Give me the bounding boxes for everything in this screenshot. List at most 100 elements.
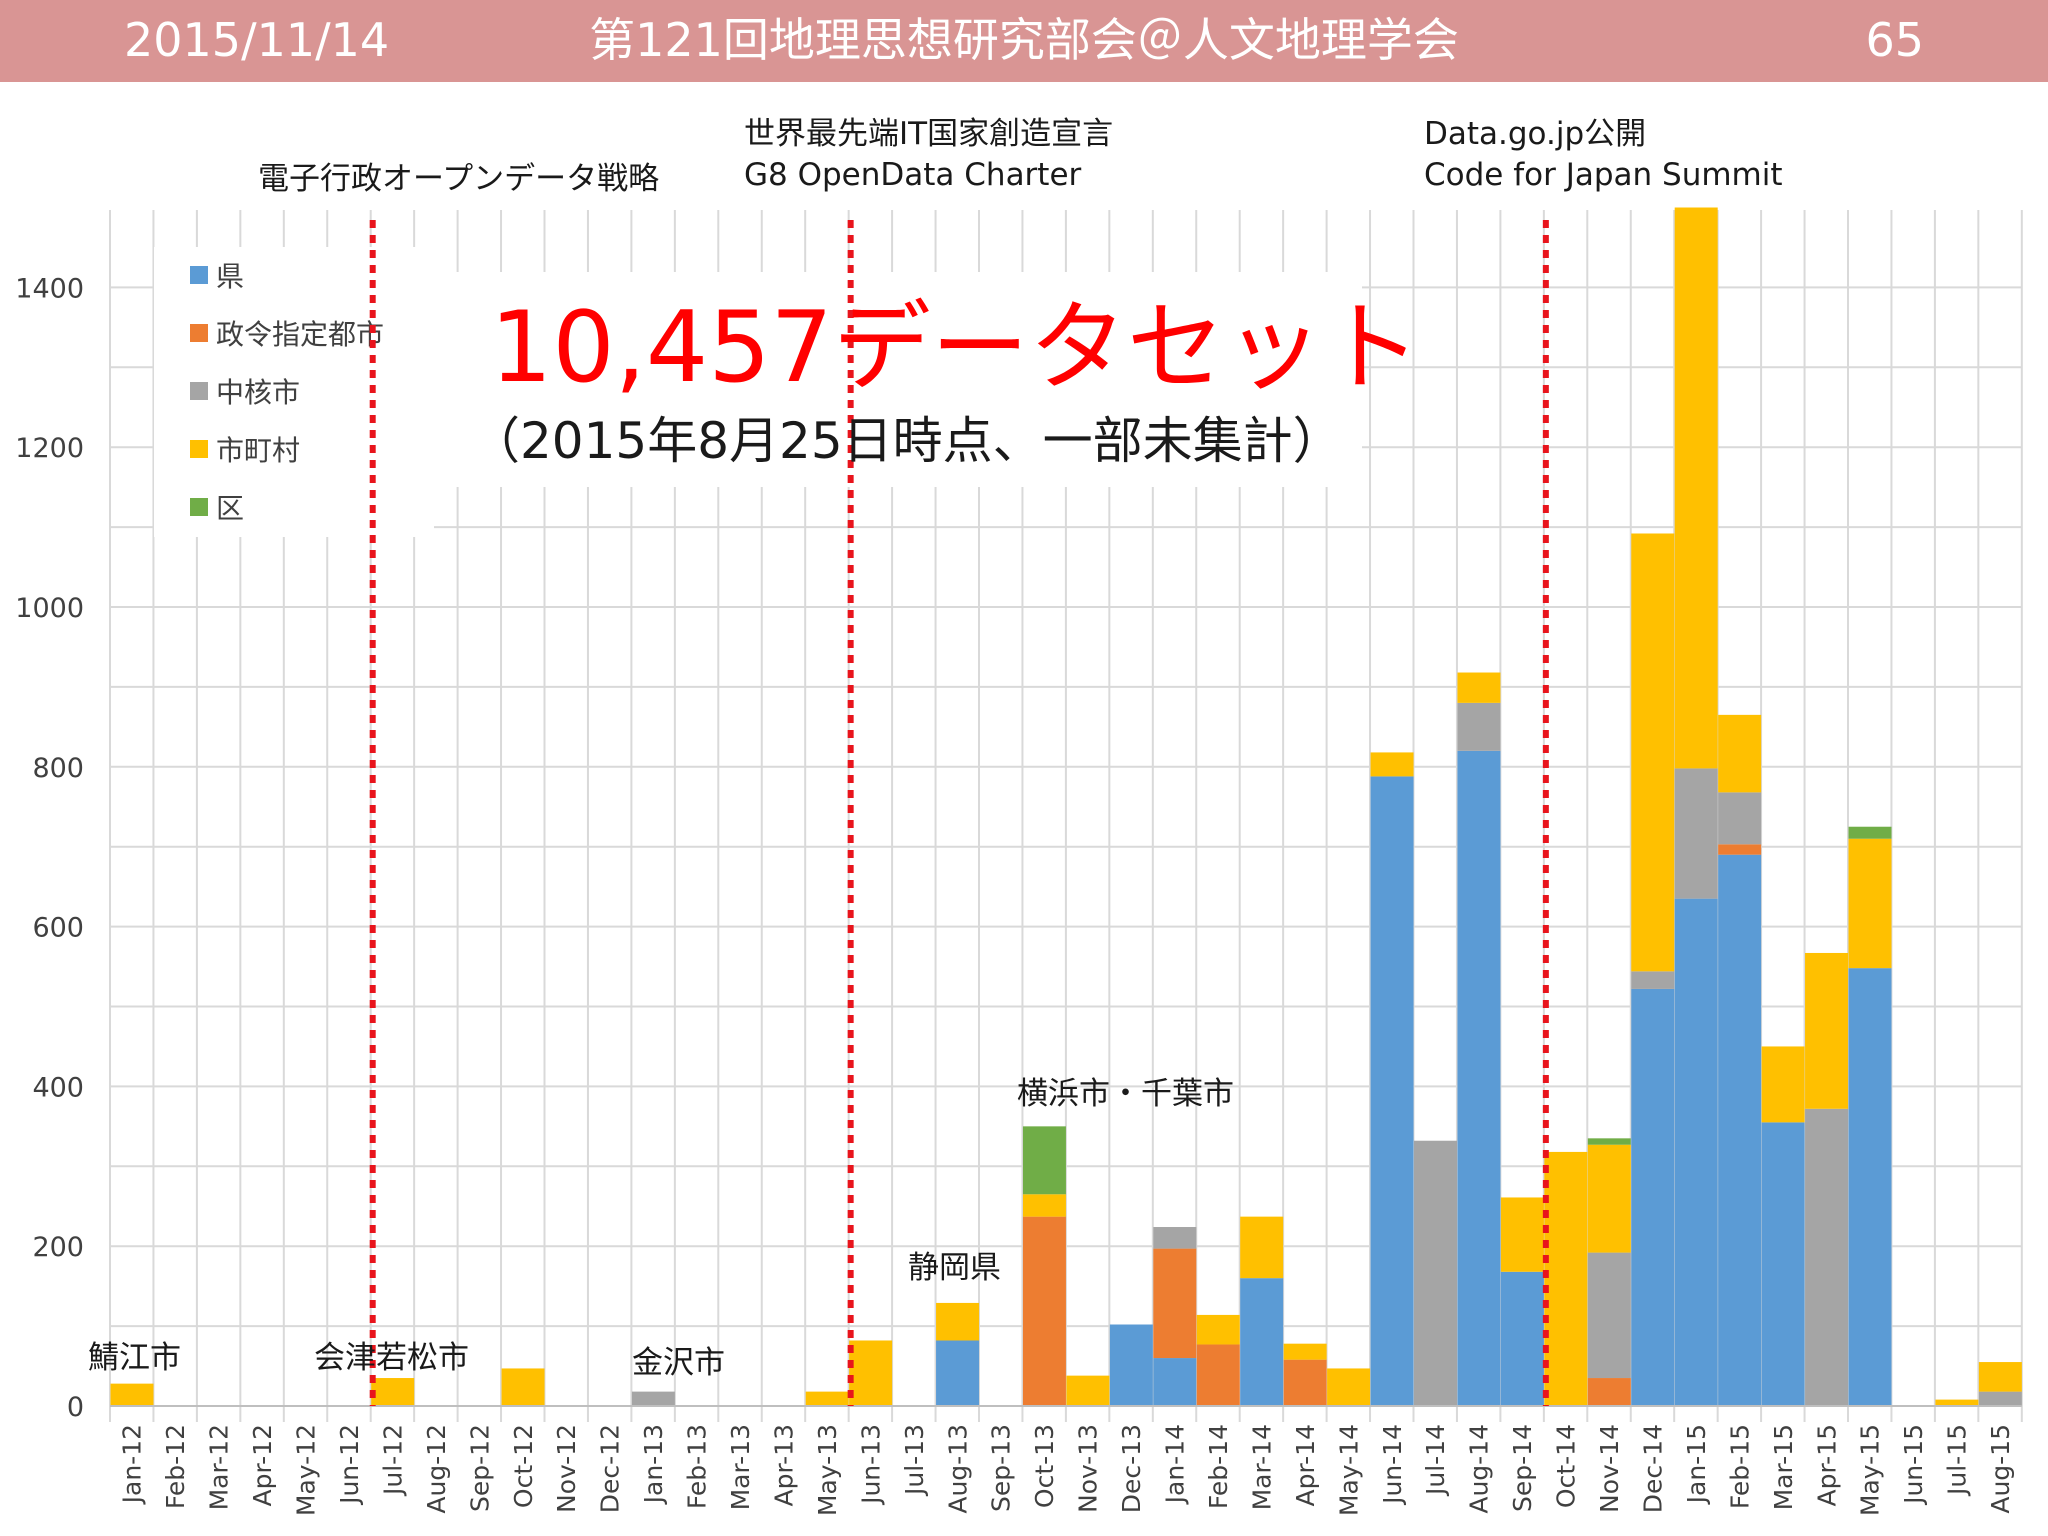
- y-tick-label: 200: [32, 1232, 84, 1263]
- bar-segment: [1848, 838, 1892, 969]
- bar-segment: [631, 1391, 675, 1406]
- x-tick-label: Apr-13: [769, 1424, 798, 1506]
- x-tick-label: Aug-13: [943, 1424, 972, 1514]
- bar-segment: [501, 1368, 545, 1406]
- bar-segment: [1457, 672, 1501, 703]
- bar-segment: [1414, 1140, 1457, 1406]
- milestone-label: 世界最先端IT国家創造宣言: [744, 116, 1113, 152]
- bar-segment: [1240, 1278, 1284, 1406]
- x-tick-label: Jul-12: [378, 1424, 407, 1497]
- x-tick-label: May-15: [1856, 1424, 1885, 1516]
- x-tick-label: Feb-12: [161, 1424, 190, 1509]
- x-tick-label: Jan-12: [118, 1424, 147, 1505]
- x-tick-label: Oct-14: [1552, 1424, 1581, 1508]
- bar-segment: [1718, 844, 1762, 855]
- legend-label: 政令指定都市: [216, 318, 384, 351]
- x-tick-label: Apr-15: [1812, 1424, 1841, 1506]
- bar-segment: [1674, 207, 1718, 769]
- legend-label: 中核市: [216, 376, 300, 409]
- y-tick-label: 800: [32, 753, 84, 784]
- milestone-label: 電子行政オープンデータ戦略: [258, 161, 659, 197]
- x-tick-label: May-14: [1334, 1424, 1363, 1516]
- headline-panel: [432, 272, 1362, 487]
- bar-segment: [805, 1391, 849, 1406]
- bar-segment: [1500, 1197, 1544, 1272]
- x-tick-label: Sep-14: [1508, 1424, 1537, 1512]
- bar-segment: [1370, 776, 1414, 1406]
- legend-swatch: [190, 324, 208, 342]
- bar-segment: [936, 1340, 980, 1406]
- x-tick-label: Mar-13: [726, 1424, 755, 1510]
- bar-segment: [1500, 1271, 1544, 1406]
- bar-segment: [371, 1378, 415, 1406]
- x-tick-label: May-13: [813, 1424, 842, 1516]
- x-tick-label: Oct-13: [1030, 1424, 1059, 1508]
- bar-segment: [1587, 1252, 1631, 1379]
- bar-segment: [1196, 1314, 1240, 1345]
- x-tick-label: Mar-14: [1247, 1424, 1276, 1510]
- legend-label: 区: [216, 492, 244, 525]
- annotation-label: 会津若松市: [314, 1340, 469, 1376]
- x-tick-label: Nov-14: [1595, 1424, 1624, 1513]
- legend-label: 県: [216, 260, 244, 293]
- y-tick-label: 1400: [15, 273, 84, 304]
- bar-segment: [1761, 1046, 1805, 1123]
- bar-segment: [1022, 1216, 1066, 1406]
- bar-segment: [1153, 1248, 1197, 1359]
- x-tick-label: Jun-15: [1899, 1424, 1928, 1506]
- x-tick-label: Mar-12: [205, 1424, 234, 1510]
- bar-segment: [1631, 971, 1675, 989]
- milestone-label: Code for Japan Summit: [1424, 157, 1783, 193]
- bar-segment: [1327, 1368, 1371, 1406]
- bar-segment: [1240, 1216, 1284, 1279]
- x-tick-label: Apr-14: [1291, 1424, 1320, 1506]
- bar-segment: [1805, 1108, 1849, 1406]
- x-tick-label: Aug-12: [422, 1424, 451, 1514]
- x-tick-label: Dec-13: [1117, 1424, 1146, 1513]
- bar-segment: [1457, 702, 1501, 751]
- x-tick-label: Jan-15: [1682, 1424, 1711, 1505]
- x-tick-label: Apr-12: [248, 1424, 277, 1506]
- x-tick-label: Mar-15: [1769, 1424, 1798, 1510]
- bar-segment: [1978, 1362, 2022, 1392]
- bar-segment: [1587, 1138, 1631, 1145]
- x-tick-label: Sep-13: [987, 1424, 1016, 1512]
- x-tick-label: Feb-15: [1725, 1424, 1754, 1509]
- bar-segment: [936, 1302, 980, 1341]
- annotation-label: 金沢市: [632, 1345, 725, 1381]
- legend-swatch: [190, 498, 208, 516]
- x-tick-label: Nov-12: [552, 1424, 581, 1513]
- y-tick-label: 1200: [15, 433, 84, 464]
- bar-segment: [1153, 1358, 1197, 1406]
- x-tick-label: Jun-12: [335, 1424, 364, 1506]
- bar-segment: [1109, 1324, 1153, 1406]
- bar-segment: [1587, 1378, 1631, 1406]
- x-tick-label: Dec-12: [596, 1424, 625, 1513]
- bar-segment: [1370, 752, 1414, 777]
- y-tick-label: 400: [32, 1072, 84, 1103]
- x-tick-label: Feb-14: [1204, 1424, 1233, 1509]
- bar-segment: [1761, 1122, 1805, 1406]
- bar-segment: [1544, 1151, 1588, 1406]
- x-tick-label: Nov-13: [1074, 1424, 1103, 1513]
- headline-dataset-count: 10,457データセット: [490, 291, 1421, 405]
- x-tick-label: Jun-13: [856, 1424, 885, 1506]
- x-tick-label: Jan-13: [639, 1424, 668, 1505]
- bar-segment: [1718, 714, 1762, 793]
- header-date: 2015/11/14: [124, 13, 390, 67]
- bar-segment: [1631, 533, 1675, 972]
- bar-segment: [1022, 1194, 1066, 1217]
- bar-segment: [1674, 898, 1718, 1406]
- bar-segment: [1848, 826, 1892, 839]
- bar-segment: [110, 1383, 154, 1406]
- annotation-label: 鯖江市: [88, 1340, 181, 1376]
- headline-subtext: （2015年8月25日時点、一部未集計）: [470, 412, 1343, 470]
- bar-segment: [1935, 1399, 1979, 1406]
- x-tick-label: Aug-14: [1465, 1424, 1494, 1514]
- legend-swatch: [190, 382, 208, 400]
- bar-segment: [1718, 792, 1762, 845]
- x-tick-label: Jul-14: [1421, 1424, 1450, 1497]
- bar-segment: [1718, 854, 1762, 1406]
- x-tick-label: Oct-12: [509, 1424, 538, 1508]
